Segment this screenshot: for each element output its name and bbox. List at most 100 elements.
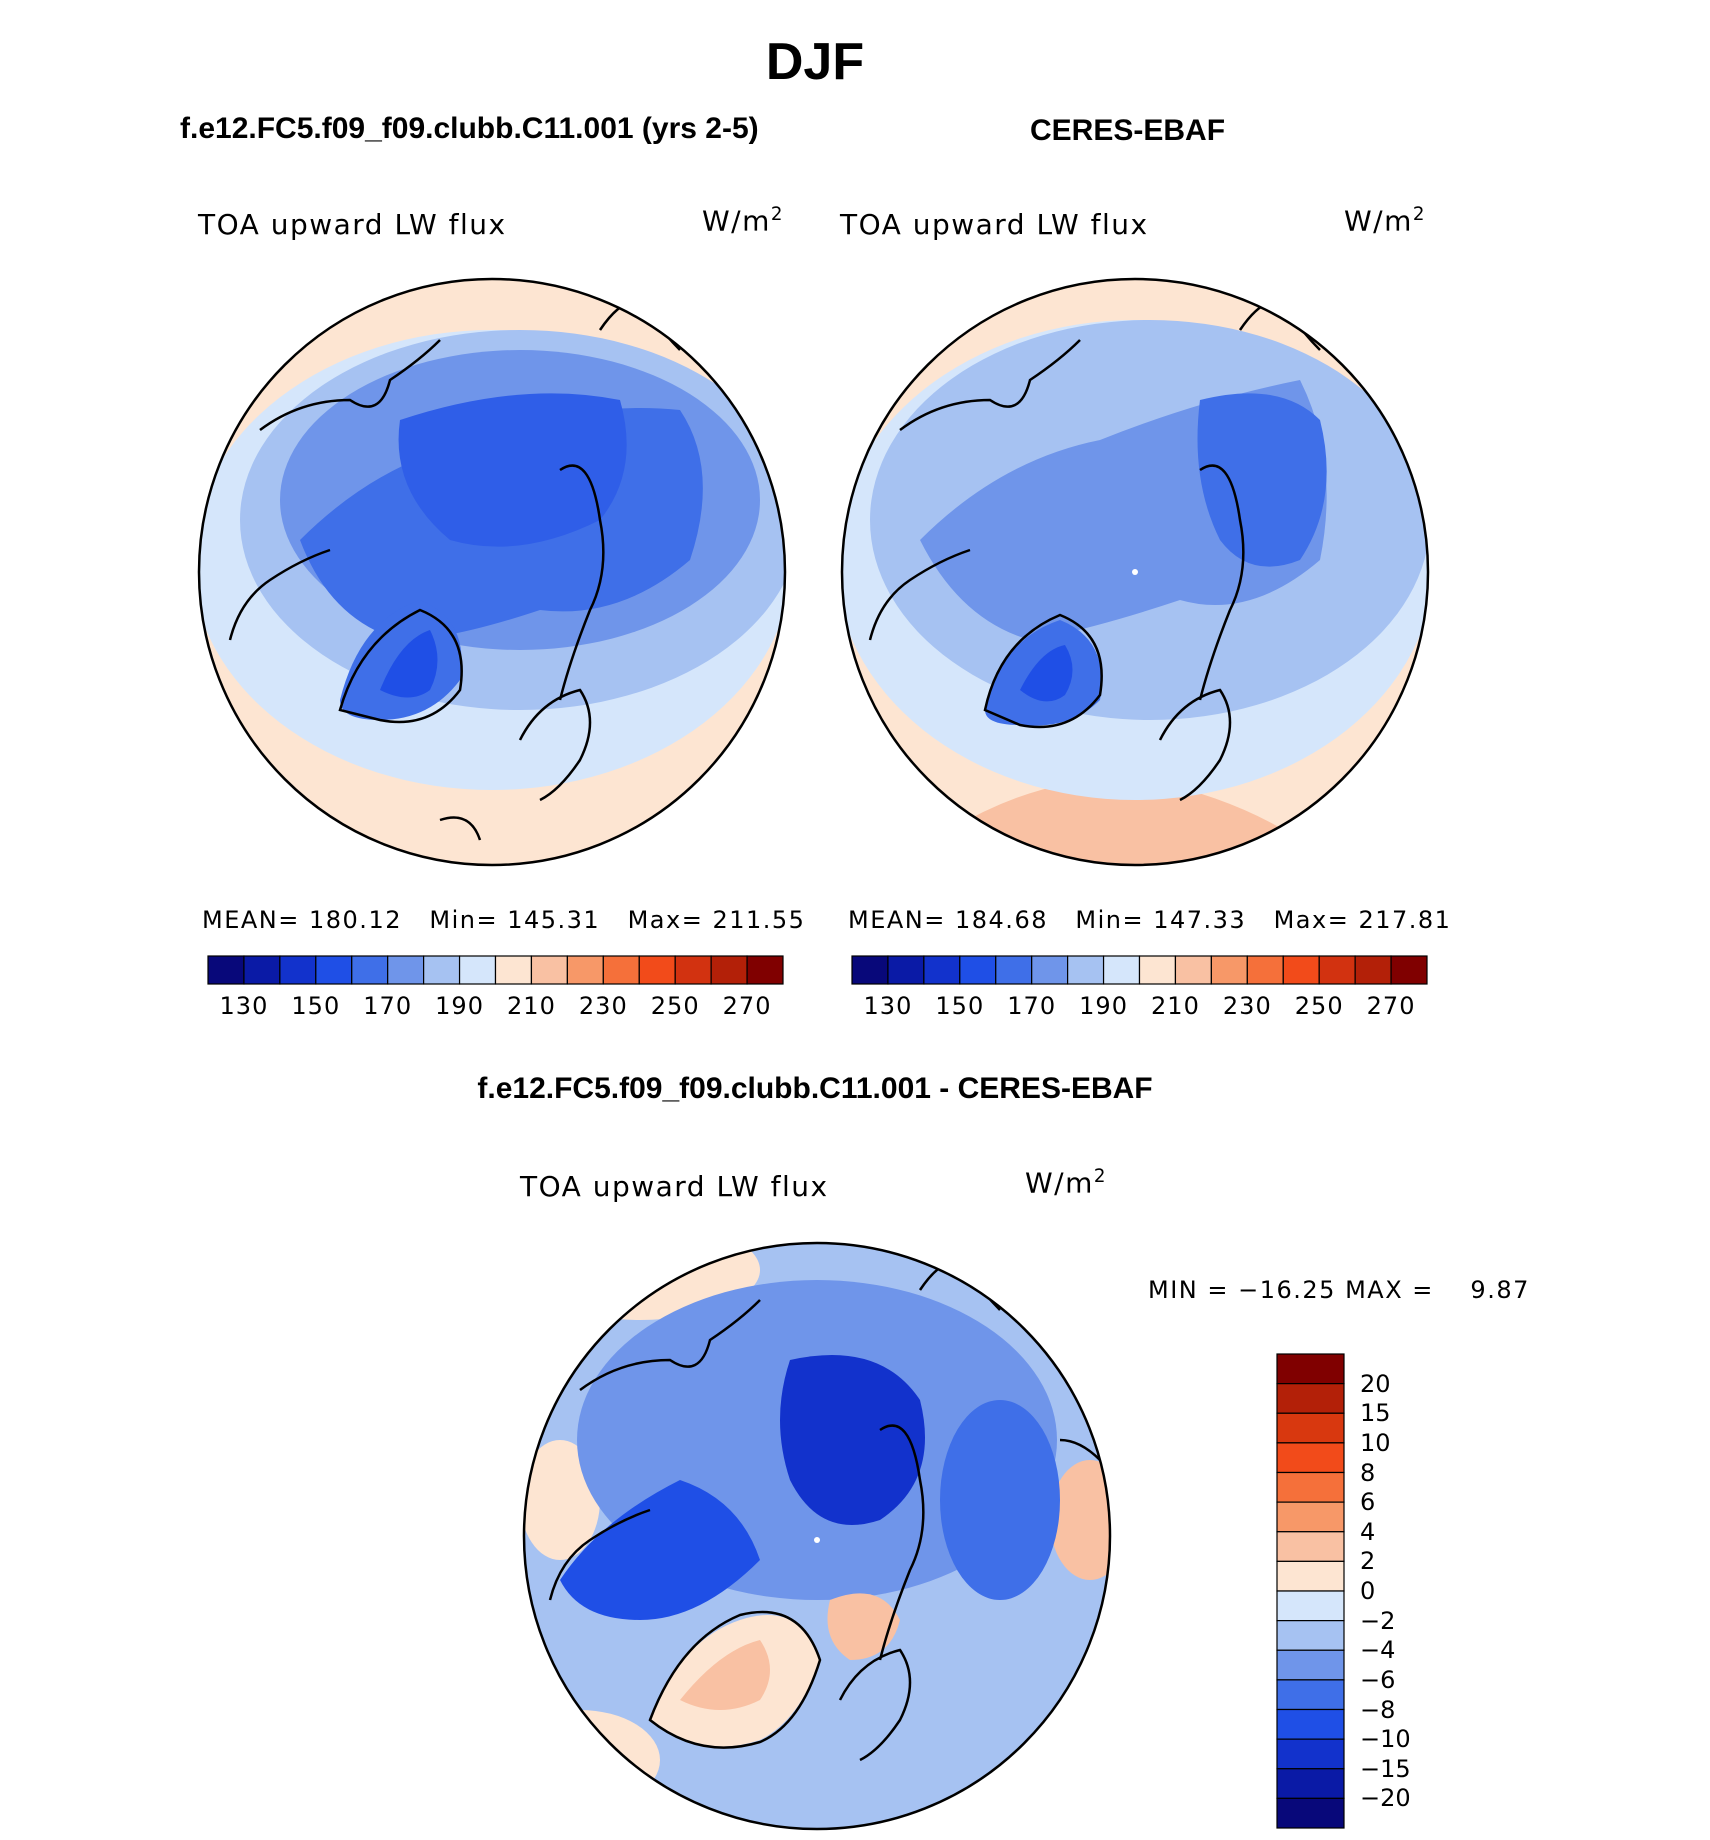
map1-colorbar-tick-label: 210: [507, 992, 556, 1020]
diff-colorbar-swatch: [1276, 1412, 1345, 1444]
diff-colorbar-tick-label: 10: [1360, 1428, 1391, 1457]
obs-panel-title: CERES-EBAF: [1030, 114, 1226, 147]
diff-colorbar-tick-label: 6: [1360, 1488, 1376, 1517]
diff-field-pos-e: [1050, 1460, 1110, 1580]
diff-colorbar-swatch: [1276, 1501, 1345, 1533]
diff-colorbar-tick-label: 20: [1360, 1369, 1391, 1398]
map1-variable-label: TOA upward LW flux: [198, 208, 507, 241]
map1-colorbar-tick-label: 130: [219, 992, 269, 1020]
map1-colorbar-tick-label: 230: [578, 992, 628, 1020]
map2-colorbar-tick-label: 150: [935, 992, 985, 1020]
diff-colorbar-swatch: [1276, 1649, 1345, 1681]
diff-colorbar-swatch: [1276, 1679, 1345, 1711]
map2-pole-marker: [1132, 569, 1138, 575]
map2-colorbar-tick-label: 250: [1294, 992, 1344, 1020]
diff-variable-label: TOA upward LW flux: [520, 1170, 829, 1203]
map1-colorbar-tick-label: 190: [435, 992, 484, 1020]
diff-pole-marker: [814, 1537, 820, 1543]
map1-colorbar-swatch: [279, 955, 317, 985]
map2-colorbar-tick-label: 130: [863, 992, 913, 1020]
map2-units-label: W/m2: [1344, 204, 1426, 238]
map1-colorbar-swatch: [243, 955, 281, 985]
diff-colorbar-swatch: [1276, 1797, 1345, 1829]
diff-field-m10-canada: [560, 1480, 760, 1620]
diff-colorbar-swatch: [1276, 1560, 1345, 1592]
map1-field-155: [398, 393, 627, 547]
diff-colorbar-swatch: [1276, 1353, 1345, 1385]
map2-colorbar-tick-label: 230: [1222, 992, 1272, 1020]
map1-colorbar-swatch: [674, 955, 712, 985]
map2-colorbar-swatch: [1390, 955, 1428, 985]
map2-colorbar-swatch: [1031, 955, 1069, 985]
map1-units-label: W/m2: [702, 204, 784, 238]
map2-stats: MEAN= 184.68 Min= 147.33 Max= 217.81: [848, 906, 1452, 934]
map2-colorbar-swatch: [1174, 955, 1212, 985]
map2-colorbar-swatch: [923, 955, 961, 985]
map2-colorbar-tick-label: 170: [1007, 992, 1057, 1020]
diff-field-m8-east: [940, 1400, 1060, 1600]
map1-stats: MEAN= 180.12 Min= 145.31 Max= 211.55: [202, 906, 806, 934]
diff-colorbar-swatch: [1276, 1383, 1345, 1414]
map1-colorbar-swatch: [458, 955, 497, 985]
map2-colorbar-swatch: [959, 955, 997, 985]
diff-colorbar-swatch: [1276, 1590, 1345, 1622]
diff-field-greenland-4: [680, 1640, 770, 1710]
map2-colorbar-swatch: [1138, 955, 1177, 985]
map2-colorbar-swatch: [887, 955, 925, 985]
diff-colorbar-tick-label: −8: [1360, 1695, 1396, 1724]
diff-colorbar-swatch: [1276, 1442, 1345, 1474]
map1-colorbar-swatch: [638, 955, 676, 985]
map1-greenland-150: [380, 630, 438, 698]
diff-colorbar-tick-label: −2: [1360, 1606, 1396, 1635]
map2-colorbar-swatch: [1282, 955, 1320, 985]
diff-colorbar-swatch: [1276, 1738, 1345, 1770]
map1-colorbar-tick-label: 250: [650, 992, 700, 1020]
map1-colorbar-swatch: [530, 955, 568, 985]
diff-field-pos-w: [524, 1440, 600, 1560]
map1-colorbar-swatch: [423, 955, 461, 985]
map1-colorbar-swatch: [566, 955, 604, 985]
diff-field-pos-center: [827, 1593, 900, 1660]
map2-colorbar-swatch: [1210, 955, 1248, 985]
figure-title: DJF: [765, 33, 865, 91]
map2-variable-label: TOA upward LW flux: [840, 208, 1149, 241]
diff-colorbar-tick-label: 4: [1360, 1517, 1376, 1546]
diff-colorbar-tick-label: 15: [1360, 1399, 1391, 1428]
diff-stats: MIN = −16.25 MAX = 9.87: [1148, 1276, 1530, 1304]
diff-field-m15-arctic: [780, 1355, 925, 1525]
diff-colorbar-swatch: [1276, 1471, 1345, 1503]
diff-colorbar-swatch: [1276, 1768, 1345, 1799]
diff-boundary: [522, 1241, 1112, 1831]
map1-colorbar-swatch: [207, 955, 245, 985]
diff-colorbar-tick-label: −15: [1360, 1754, 1411, 1783]
map2-colorbar-tick-label: 270: [1366, 992, 1416, 1020]
map2-boundary: [840, 277, 1430, 867]
map1-colorbar-tick-label: 150: [291, 992, 341, 1020]
diff-colorbar-swatch: [1276, 1531, 1345, 1562]
diff-colorbar-tick-label: 8: [1360, 1458, 1376, 1487]
map2-colorbar-tick-label: 210: [1151, 992, 1200, 1020]
diff-colorbar-swatch: [1276, 1708, 1345, 1740]
map1-boundary: [197, 277, 787, 867]
diff-colorbar-tick-label: −6: [1360, 1665, 1396, 1694]
map1-colorbar-swatch: [494, 955, 533, 985]
map2-field-160: [1197, 393, 1327, 567]
map2-colorbar-tick-label: 190: [1079, 992, 1128, 1020]
map2-greenland-150: [1020, 645, 1073, 702]
diff-colorbar-swatch: [1276, 1620, 1345, 1651]
map2-colorbar-swatch: [995, 955, 1033, 985]
diff-colorbar-tick-label: 2: [1360, 1547, 1376, 1576]
map2-colorbar-swatch: [1354, 955, 1392, 985]
diff-colorbar-tick-label: 0: [1360, 1577, 1376, 1605]
diff-colorbar-tick-label: −4: [1360, 1636, 1396, 1665]
diff-units-label: W/m2: [1025, 1166, 1107, 1200]
map1-colorbar-tick-label: 170: [363, 992, 413, 1020]
model-panel-title: f.e12.FC5.f09_f09.clubb.C11.001 (yrs 2-5…: [180, 112, 759, 145]
map2-coastlines: [868, 298, 1321, 802]
